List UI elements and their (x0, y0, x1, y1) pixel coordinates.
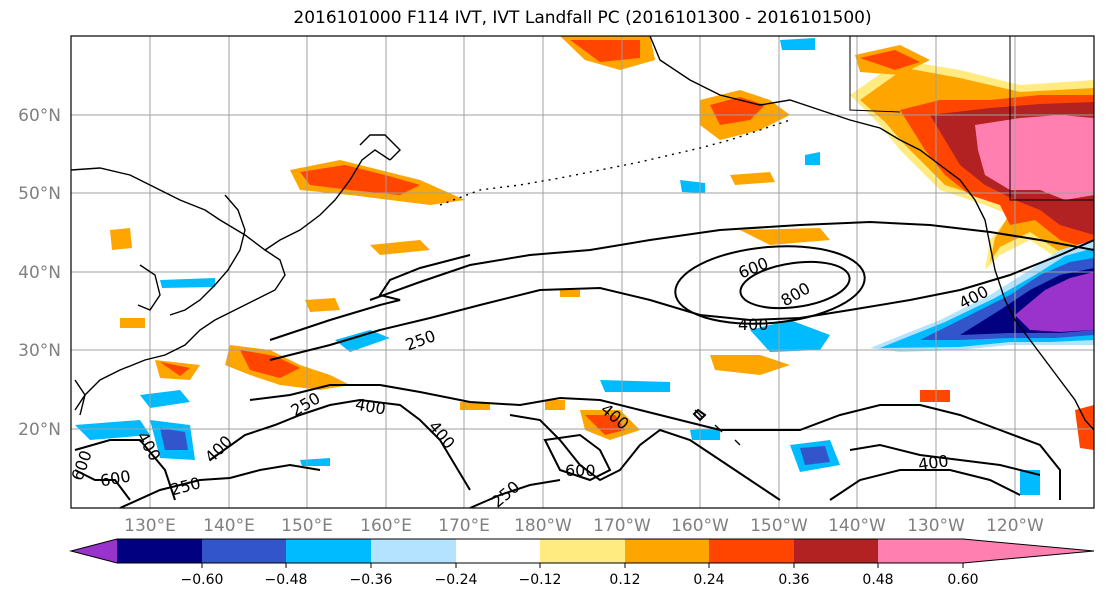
ivt-contours (74, 220, 1094, 508)
negative-shading (75, 38, 1094, 495)
colorbar-tick-label: 0.12 (609, 572, 640, 588)
lon-label: 130°W (907, 516, 965, 536)
lon-label: 140°E (203, 516, 255, 536)
colorbar-extend-low (71, 539, 117, 563)
lon-label: 170°E (438, 516, 490, 536)
lat-label-30n: 30°N (18, 341, 61, 361)
colorbar-tick-label: −0.60 (181, 572, 224, 588)
colorbar: −0.60 −0.48 −0.36 −0.24 −0.12 0.12 0.24 … (69, 538, 1095, 588)
map-border (70, 35, 1095, 509)
colorbar-segment (371, 539, 456, 563)
positive-shading (110, 36, 1094, 450)
lon-label: 180°W (514, 516, 572, 536)
colorbar-extend-high (963, 539, 1094, 563)
contour-label: 600 (565, 461, 596, 480)
lat-label-40n: 40°N (18, 263, 61, 283)
contour-label: 400 (917, 451, 950, 474)
lon-label: 150°W (750, 516, 808, 536)
colorbar-segment (794, 539, 878, 563)
lat-label-20n: 20°N (18, 420, 61, 440)
colorbar-segment (540, 539, 625, 563)
lon-label: 140°W (828, 516, 886, 536)
colorbar-segment (878, 539, 963, 563)
colorbar-segment (202, 539, 286, 563)
lon-label: 150°E (281, 516, 333, 536)
coastlines (71, 36, 1094, 446)
lat-label-50n: 50°N (18, 184, 61, 204)
lon-label: 120°W (986, 516, 1044, 536)
latitude-labels: 60°N 50°N 40°N 30°N 20°N (18, 106, 61, 440)
colorbar-segment (117, 539, 202, 563)
contour-label: 400 (738, 315, 769, 334)
colorbar-tick-label: −0.36 (350, 572, 393, 588)
lon-label: 160°W (671, 516, 729, 536)
colorbar-segment (709, 539, 794, 563)
colorbar-tick-label: −0.12 (519, 572, 562, 588)
colorbar-tick-label: 0.48 (862, 572, 893, 588)
colorbar-segment (286, 539, 371, 563)
map-title: 2016101000 F114 IVT, IVT Landfall PC (20… (293, 8, 872, 28)
colorbar-tick-label: −0.48 (265, 572, 308, 588)
colorbar-tick-label: 0.36 (778, 572, 809, 588)
lat-label-60n: 60°N (18, 106, 61, 126)
colorbar-tick-label: −0.24 (435, 572, 478, 588)
colorbar-segment (625, 539, 709, 563)
colorbar-segment (456, 539, 540, 563)
colorbar-tick-label: 0.60 (947, 572, 978, 588)
colorbar-tick-label: 0.24 (693, 572, 724, 588)
lon-label: 170°W (593, 516, 651, 536)
lon-label: 130°E (124, 516, 176, 536)
lon-label: 160°E (360, 516, 412, 536)
longitude-labels: 130°E 140°E 150°E 160°E 170°E 180°W 170°… (124, 516, 1044, 536)
